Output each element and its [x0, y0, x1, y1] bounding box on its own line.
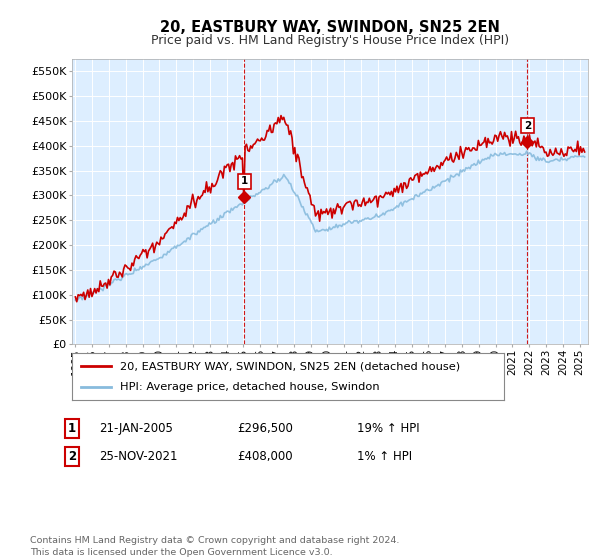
Text: £408,000: £408,000: [237, 450, 293, 463]
Text: HPI: Average price, detached house, Swindon: HPI: Average price, detached house, Swin…: [119, 382, 379, 392]
Text: 1: 1: [241, 176, 248, 186]
Text: 20, EASTBURY WAY, SWINDON, SN25 2EN: 20, EASTBURY WAY, SWINDON, SN25 2EN: [160, 20, 500, 35]
Text: 21-JAN-2005: 21-JAN-2005: [99, 422, 173, 435]
Text: 25-NOV-2021: 25-NOV-2021: [99, 450, 178, 463]
Text: 1% ↑ HPI: 1% ↑ HPI: [357, 450, 412, 463]
Text: 1: 1: [68, 422, 76, 435]
Text: 2: 2: [68, 450, 76, 463]
Text: £296,500: £296,500: [237, 422, 293, 435]
Text: Price paid vs. HM Land Registry's House Price Index (HPI): Price paid vs. HM Land Registry's House …: [151, 34, 509, 46]
Text: Contains HM Land Registry data © Crown copyright and database right 2024.
This d: Contains HM Land Registry data © Crown c…: [30, 536, 400, 557]
Text: 2: 2: [524, 121, 531, 131]
Text: 19% ↑ HPI: 19% ↑ HPI: [357, 422, 419, 435]
Text: 20, EASTBURY WAY, SWINDON, SN25 2EN (detached house): 20, EASTBURY WAY, SWINDON, SN25 2EN (det…: [119, 361, 460, 371]
